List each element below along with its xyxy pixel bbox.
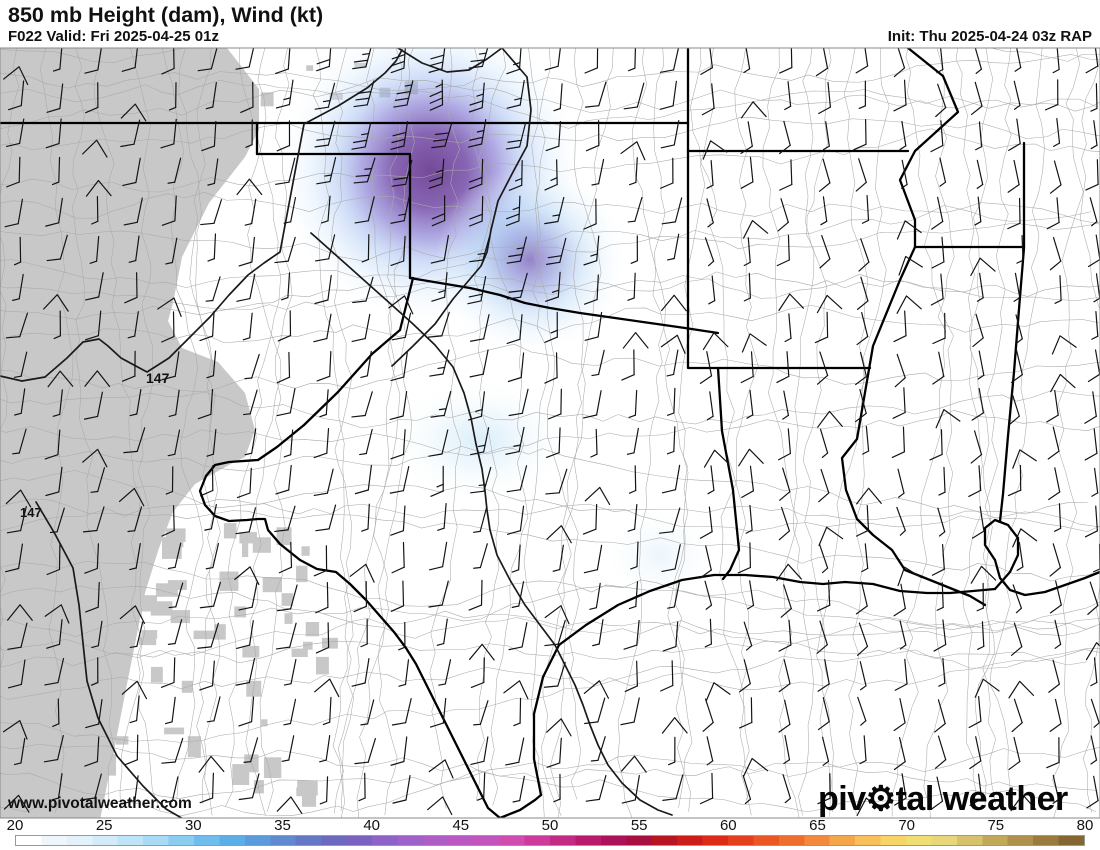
svg-text:147: 147 [146, 370, 170, 386]
